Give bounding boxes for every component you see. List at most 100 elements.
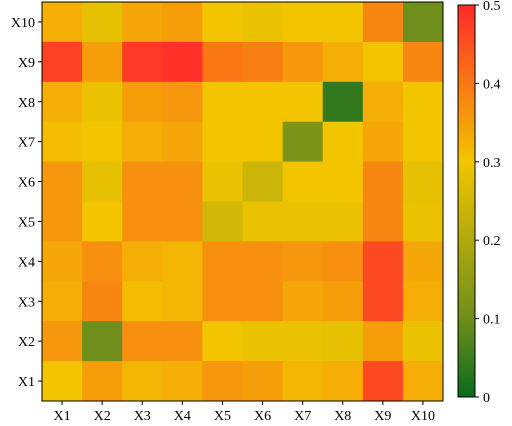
heatmap-cell-x8-x7 [282, 81, 324, 123]
heatmap-cell-x1-x8 [322, 361, 364, 402]
heatmap-cell-x10-x4 [162, 2, 203, 43]
colorbar-tick-label: 0 [483, 391, 490, 406]
heatmap-cell-x8-x6 [242, 81, 284, 123]
heatmap-cell-x10-x8 [322, 2, 364, 43]
heatmap-cell-x1-x2 [82, 361, 123, 402]
x-tick-label: X5 [214, 409, 231, 424]
heatmap-cell-x6-x10 [402, 161, 444, 202]
heatmap-cells [42, 2, 444, 402]
heatmap-cell-x4-x3 [122, 241, 163, 282]
heatmap-cell-x9-x7 [282, 41, 324, 83]
heatmap-cell-x9-x3 [122, 41, 163, 83]
heatmap-cell-x4-x2 [82, 241, 123, 282]
heatmap-cell-x7-x8 [322, 121, 364, 163]
y-axis: X10 X9 X8 X7 X6 X5 X4 X3 X2 X1 [11, 16, 42, 390]
heatmap-cell-x5-x4 [162, 201, 203, 242]
x-tick-label: X1 [53, 409, 70, 424]
heatmap-cell-x8-x10 [402, 81, 444, 123]
heatmap-cell-x9-x6 [242, 41, 284, 83]
heatmap-cell-x9-x8 [322, 41, 364, 83]
heatmap-cell-x6-x6 [242, 161, 284, 202]
heatmap-cell-x5-x7 [282, 201, 324, 242]
heatmap-cell-x4-x6 [242, 241, 284, 282]
heatmap-cell-x5-x2 [82, 201, 123, 242]
heatmap-cell-x7-x10 [402, 121, 444, 163]
heatmap-cell-x2-x7 [282, 321, 324, 362]
heatmap-cell-x5-x3 [122, 201, 163, 242]
heatmap-cell-x2-x10 [402, 321, 444, 362]
heatmap-cell-x6-x1 [42, 161, 83, 202]
heatmap-cell-x10-x10 [402, 2, 444, 43]
heatmap-cell-x6-x7 [282, 161, 324, 202]
heatmap-cell-x10-x2 [82, 2, 123, 43]
colorbar-axis: 0 0.1 0.2 0.3 0.4 0.5 [475, 0, 501, 406]
heatmap-cell-x6-x9 [362, 161, 404, 202]
heatmap-cell-x2-x8 [322, 321, 364, 362]
x-tick-label: X9 [374, 409, 391, 424]
heatmap-cell-x9-x9 [362, 41, 404, 83]
heatmap-cell-x3-x1 [42, 281, 83, 322]
heatmap-cell-x1-x4 [162, 361, 203, 402]
plot-frame [41, 1, 444, 402]
x-tick-label: X8 [334, 409, 351, 424]
colorbar [457, 4, 476, 398]
y-tick-label: X5 [18, 215, 35, 230]
heatmap-cell-x4-x5 [202, 241, 243, 282]
colorbar-tick-label: 0.4 [483, 77, 501, 92]
heatmap-cell-x8-x3 [122, 81, 163, 123]
heatmap-cell-x5-x8 [322, 201, 364, 242]
heatmap-cell-x9-x10 [402, 41, 444, 83]
x-tick-label: X7 [294, 409, 311, 424]
heatmap-cell-x10-x3 [122, 2, 163, 43]
heatmap-cell-x3-x5 [202, 281, 243, 322]
y-tick-label: X2 [18, 335, 35, 350]
heatmap-cell-x2-x3 [122, 321, 163, 362]
heatmap-cell-x9-x1 [42, 41, 83, 83]
heatmap-cell-x1-x3 [122, 361, 163, 402]
heatmap-cell-x4-x7 [282, 241, 324, 282]
heatmap-cell-x10-x7 [282, 2, 324, 43]
heatmap-cell-x2-x4 [162, 321, 203, 362]
heatmap-cell-x7-x4 [162, 121, 203, 163]
heatmap-cell-x1-x1 [42, 361, 83, 402]
heatmap-cell-x10-x1 [42, 2, 83, 43]
heatmap-cell-x2-x9 [362, 321, 404, 362]
heatmap-cell-x8-x5 [202, 81, 243, 123]
heatmap-cell-x2-x6 [242, 321, 284, 362]
heatmap-cell-x3-x6 [242, 281, 284, 322]
heatmap-cell-x1-x9 [362, 361, 404, 402]
x-axis: X1 X2 X3 X4 X5 X6 X7 X8 X9 X10 [53, 401, 435, 424]
heatmap-cell-x8-x2 [82, 81, 123, 123]
heatmap-cell-x6-x5 [202, 161, 243, 202]
heatmap-cell-x2-x1 [42, 321, 83, 362]
y-tick-label: X9 [18, 56, 35, 71]
heatmap-cell-x6-x8 [322, 161, 364, 202]
heatmap-cell-x4-x8 [322, 241, 364, 282]
heatmap-cell-x3-x3 [122, 281, 163, 322]
heatmap-cell-x5-x5 [202, 201, 243, 242]
heatmap-cell-x3-x8 [322, 281, 364, 322]
x-tick-label: X6 [254, 409, 271, 424]
heatmap-cell-x1-x10 [402, 361, 444, 402]
heatmap-cell-x7-x6 [242, 121, 284, 163]
heatmap-cell-x5-x9 [362, 201, 404, 242]
y-tick-label: X10 [11, 16, 35, 31]
colorbar-tick-label: 0.3 [483, 156, 501, 171]
heatmap-cell-x8-x1 [42, 81, 83, 123]
colorbar-tick-label: 0.5 [483, 0, 501, 14]
heatmap-cell-x5-x6 [242, 201, 284, 242]
heatmap-cell-x1-x6 [242, 361, 284, 402]
y-tick-label: X4 [18, 255, 35, 270]
colorbar-tick-label: 0.1 [483, 313, 501, 328]
heatmap-cell-x4-x4 [162, 241, 203, 282]
y-tick-label: X3 [18, 295, 35, 310]
heatmap-cell-x7-x7 [282, 121, 324, 163]
x-tick-label: X4 [174, 409, 191, 424]
heatmap-cell-x6-x3 [122, 161, 163, 202]
heatmap-cell-x3-x7 [282, 281, 324, 322]
heatmap-cell-x1-x7 [282, 361, 324, 402]
heatmap-cell-x10-x9 [362, 2, 404, 43]
heatmap-cell-x2-x2 [82, 321, 123, 362]
heatmap-cell-x3-x10 [402, 281, 444, 322]
